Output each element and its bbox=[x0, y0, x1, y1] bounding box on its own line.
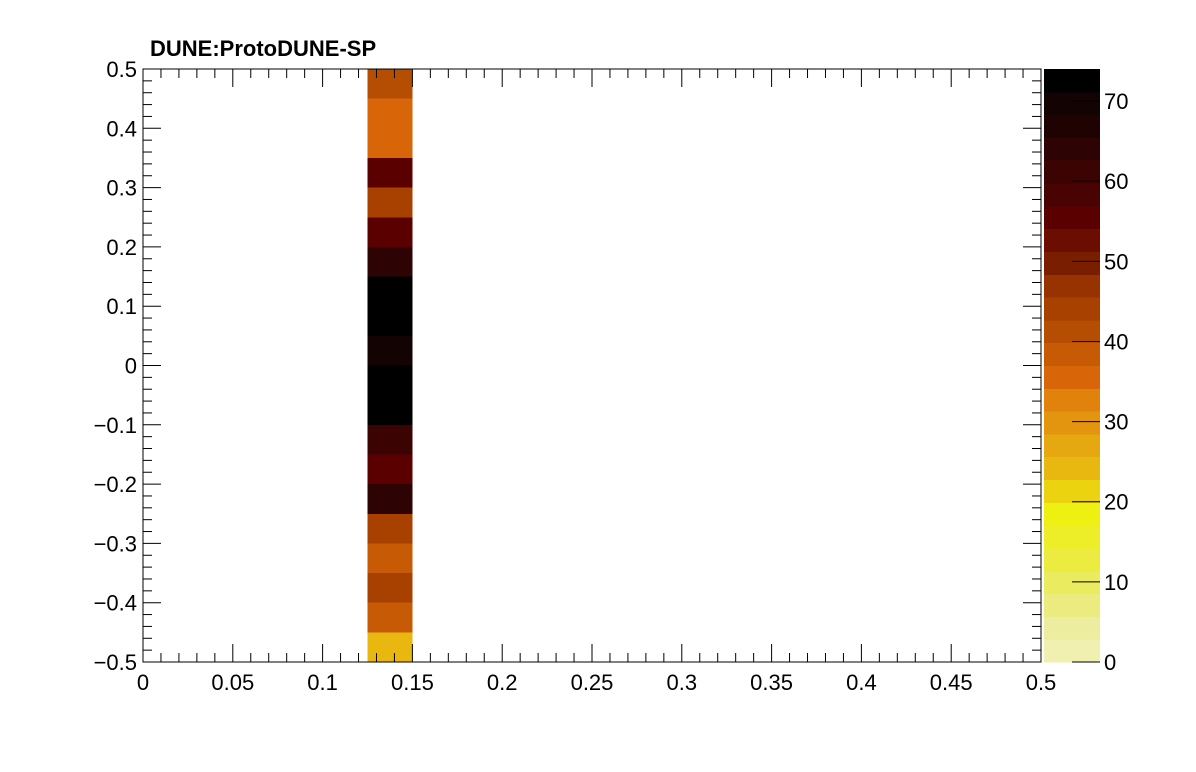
heatmap-cell-17 bbox=[367, 128, 413, 158]
x-tick-label: 0.5 bbox=[1026, 670, 1057, 695]
heatmap-cell-18 bbox=[367, 98, 413, 129]
heatmap-cell-13 bbox=[367, 246, 413, 277]
heatmap-cell-3 bbox=[367, 543, 413, 574]
y-tick-label: 0 bbox=[125, 354, 137, 379]
y-tick-label: 0.4 bbox=[106, 116, 137, 141]
x-tick-label: 0.35 bbox=[750, 670, 793, 695]
colorbar-level-22 bbox=[1044, 137, 1100, 161]
colorbar-tick-label: 50 bbox=[1104, 249, 1128, 274]
heatmap-cell-19 bbox=[367, 69, 413, 99]
heatmap-cell-1 bbox=[367, 602, 413, 633]
colorbar-level-7 bbox=[1044, 479, 1100, 503]
colorbar-level-24 bbox=[1044, 91, 1100, 116]
colorbar-level-15 bbox=[1044, 297, 1100, 321]
colorbar-level-25 bbox=[1044, 69, 1100, 93]
heatmap-cell-7 bbox=[367, 424, 413, 455]
heatmap-cell-10 bbox=[367, 335, 413, 366]
colorbar: 0 10 20 30 40 50 60 70 bbox=[1044, 69, 1128, 675]
colorbar-tick-label: 20 bbox=[1104, 490, 1128, 515]
heatmap-cell-12 bbox=[367, 276, 413, 307]
x-tick-label: 0.1 bbox=[307, 670, 338, 695]
heatmap-cell-2 bbox=[367, 573, 413, 603]
colorbar-level-9 bbox=[1044, 433, 1100, 458]
colorbar-level-20 bbox=[1044, 183, 1100, 207]
heatmap-cell-8 bbox=[367, 395, 413, 425]
y-tick-label: 0.5 bbox=[106, 57, 137, 82]
colorbar-level-0 bbox=[1044, 639, 1100, 663]
heatmap-cell-4 bbox=[367, 513, 413, 544]
colorbar-level-10 bbox=[1044, 411, 1100, 435]
heatmap-cell-6 bbox=[367, 454, 413, 485]
colorbar-level-5 bbox=[1044, 525, 1100, 549]
x-tick-label: 0.05 bbox=[211, 670, 254, 695]
colorbar-tick-label: 40 bbox=[1104, 329, 1128, 354]
colorbar-level-6 bbox=[1044, 502, 1100, 526]
x-tick-label: 0.2 bbox=[487, 670, 518, 695]
y-tick-label: −0.5 bbox=[94, 650, 137, 675]
chart-title: DUNE:ProtoDUNE-SP bbox=[150, 36, 376, 61]
y-tick-label: −0.4 bbox=[94, 591, 137, 616]
plot-area: 0 0.05 0.1 0.15 0.2 0.25 0.3 0.35 0.4 0.45 0.5 0.5 0… bbox=[94, 57, 1057, 695]
colorbar-level-18 bbox=[1044, 228, 1100, 252]
heatmap-cell-0 bbox=[367, 632, 413, 662]
heatmap-cell-16 bbox=[367, 157, 413, 188]
heatmap-cell-11 bbox=[367, 306, 413, 336]
x-tick-label: 0 bbox=[137, 670, 149, 695]
heatmap-cell-15 bbox=[367, 187, 413, 218]
colorbar-level-23 bbox=[1044, 114, 1100, 138]
colorbar-level-1 bbox=[1044, 616, 1100, 640]
colorbar-level-16 bbox=[1044, 274, 1100, 298]
colorbar-level-13 bbox=[1044, 342, 1100, 366]
heatmap-cell-5 bbox=[367, 484, 413, 514]
colorbar-tick-label: 0 bbox=[1104, 650, 1116, 675]
colorbar-level-12 bbox=[1044, 365, 1100, 389]
colorbar-level-11 bbox=[1044, 388, 1100, 412]
colorbar-tick-label: 30 bbox=[1104, 410, 1128, 435]
heatmap-cell-14 bbox=[367, 217, 413, 247]
colorbar-level-3 bbox=[1044, 570, 1100, 595]
y-tick-label: −0.2 bbox=[94, 472, 137, 497]
y-tick-label: 0.3 bbox=[106, 176, 137, 201]
colorbar-level-19 bbox=[1044, 205, 1100, 230]
x-tick-label: 0.4 bbox=[846, 670, 877, 695]
y-tick-label: 0.2 bbox=[106, 235, 137, 260]
x-tick-label: 0.3 bbox=[667, 670, 698, 695]
x-tick-label: 0.25 bbox=[571, 670, 614, 695]
plot-frame bbox=[142, 68, 1042, 663]
y-tick-label: −0.3 bbox=[94, 531, 137, 556]
colorbar-tick-label: 60 bbox=[1104, 169, 1128, 194]
y-tick-label: 0.1 bbox=[106, 294, 137, 319]
colorbar-level-21 bbox=[1044, 160, 1100, 184]
heatmap-cell-9 bbox=[367, 365, 413, 396]
colorbar-level-14 bbox=[1044, 319, 1100, 344]
x-tick-label: 0.15 bbox=[391, 670, 434, 695]
colorbar-level-4 bbox=[1044, 547, 1100, 572]
colorbar-tick-label: 10 bbox=[1104, 570, 1128, 595]
x-tick-label: 0.45 bbox=[930, 670, 973, 695]
y-tick-label: −0.1 bbox=[94, 413, 137, 438]
colorbar-level-8 bbox=[1044, 456, 1100, 481]
colorbar-tick-label: 70 bbox=[1104, 89, 1128, 114]
colorbar-level-2 bbox=[1044, 593, 1100, 617]
colorbar-level-17 bbox=[1044, 251, 1100, 275]
